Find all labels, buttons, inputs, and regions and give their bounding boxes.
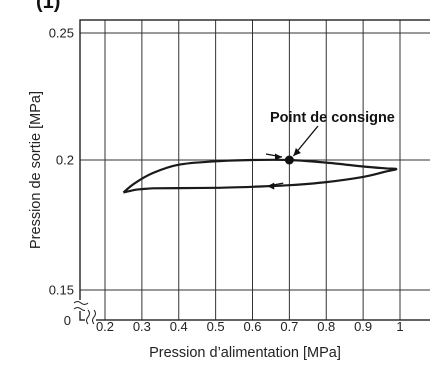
origin-tick-label: 0 bbox=[64, 313, 71, 328]
x-tick-label: 0.8 bbox=[317, 319, 335, 334]
setpoint-group: Point de consigne bbox=[270, 110, 395, 165]
hysteresis-curve bbox=[122, 158, 398, 194]
x-break-mask bbox=[85, 309, 96, 324]
y-axis-label: Pression de sortie [MPa] bbox=[28, 91, 44, 249]
x-tick-label: 0.5 bbox=[207, 319, 225, 334]
y-tick-label: 0.15 bbox=[49, 283, 74, 298]
x-tick-label: 0.4 bbox=[170, 319, 188, 334]
setpoint-marker bbox=[284, 155, 294, 165]
series-group bbox=[122, 158, 398, 194]
x-axis-break bbox=[86, 309, 96, 325]
axis-breaks bbox=[73, 300, 96, 325]
setpoint-leader-arrowhead bbox=[293, 148, 301, 156]
y-break-mask bbox=[74, 300, 88, 311]
tick-labels: 0.2 0.3 0.4 0.5 0.6 0.7 0.8 0.9 1 0.15 0.2 0.25 0 bbox=[49, 26, 404, 335]
direction-arrowhead-right bbox=[275, 153, 282, 161]
grid bbox=[80, 20, 430, 320]
y-tick-label: 0.2 bbox=[56, 153, 74, 168]
direction-arrows bbox=[265, 153, 284, 190]
header-partial: (1) bbox=[36, 0, 60, 13]
x-tick-label: 0.3 bbox=[133, 319, 151, 334]
setpoint-label: Point de consigne bbox=[270, 110, 395, 126]
y-tick-label: 0.25 bbox=[49, 26, 74, 41]
x-tick-label: 0.7 bbox=[280, 319, 298, 334]
direction-arrowhead-left bbox=[267, 182, 275, 190]
x-axis-label: Pression d’alimentation [MPa] bbox=[149, 345, 341, 361]
x-tick-label: 0.6 bbox=[243, 319, 261, 334]
plot-frame bbox=[79, 19, 430, 321]
x-tick-label: 0.2 bbox=[96, 319, 114, 334]
x-tick-label: 1 bbox=[396, 319, 403, 334]
x-tick-label: 0.9 bbox=[354, 319, 372, 334]
